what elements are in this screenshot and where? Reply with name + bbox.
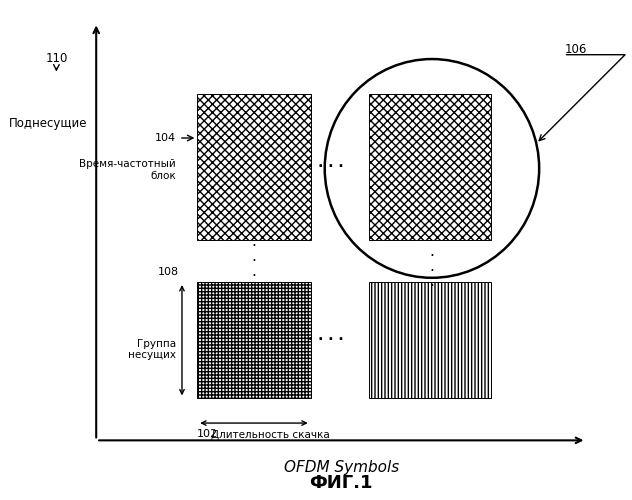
Bar [197, 94, 311, 240]
Text: 102: 102 [197, 430, 218, 440]
Text: Время-частотный
блок: Время-частотный блок [79, 160, 176, 181]
Text: Группа
несущих: Группа несущих [128, 338, 176, 360]
Text: 108: 108 [158, 267, 179, 277]
Text: ФИГ.1: ФИГ.1 [310, 474, 373, 492]
Bar [197, 282, 311, 399]
Text: · · · ·: · · · · [308, 160, 344, 174]
Text: 110: 110 [46, 52, 68, 64]
Text: Поднесущие: Поднесущие [9, 116, 88, 130]
Text: 106: 106 [565, 44, 587, 56]
Text: Длительность скачка: Длительность скачка [211, 430, 329, 440]
Text: · · · ·: · · · · [308, 333, 344, 347]
Bar [369, 94, 491, 240]
Text: ·
·
·: · · · [252, 238, 257, 284]
Text: OFDM Symbols: OFDM Symbols [284, 460, 399, 475]
Bar [369, 282, 491, 399]
Text: 104: 104 [155, 133, 176, 143]
Text: ·
·
·: · · · [430, 248, 434, 294]
